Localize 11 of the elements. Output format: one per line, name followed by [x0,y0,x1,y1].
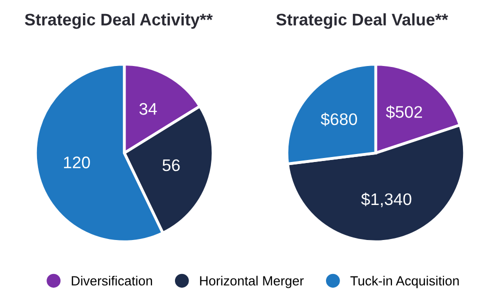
legend-label: Horizontal Merger [200,276,304,288]
data-label: 56 [162,159,180,172]
data-label: 34 [139,103,157,115]
chart-title: Strategic Deal Activity** [24,13,213,29]
legend-label: Tuck-in Acquisition [350,276,459,288]
chart-title: Strategic Deal Value** [276,13,448,29]
data-label: 120 [64,156,90,168]
legend-label: Diversification [72,276,152,286]
data-label: $502 [386,105,422,119]
data-label: $680 [320,112,358,126]
data-label: $1,340 [361,192,412,208]
